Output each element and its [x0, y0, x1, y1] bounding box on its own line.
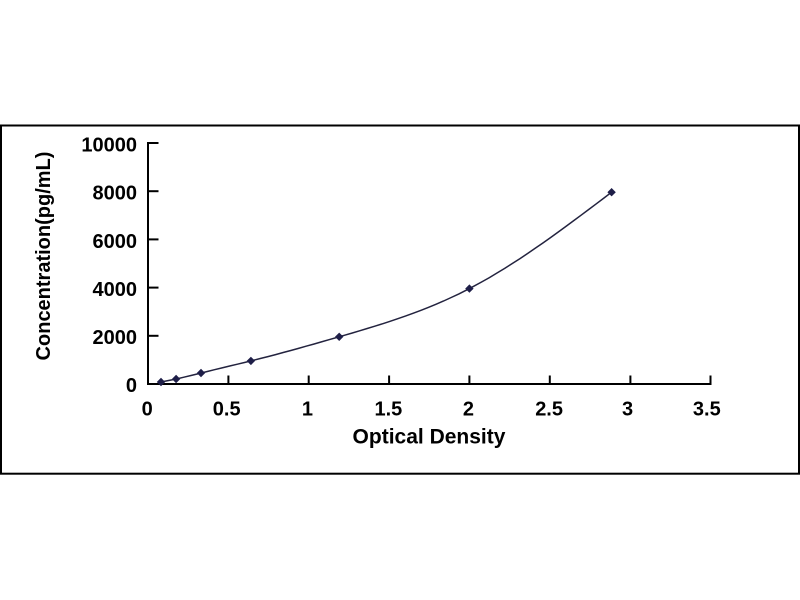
svg-text:Concentration(pg/mL): Concentration(pg/mL) — [33, 152, 55, 361]
svg-text:0.5: 0.5 — [213, 398, 241, 420]
svg-text:1: 1 — [302, 398, 313, 420]
svg-text:Optical Density: Optical Density — [353, 426, 506, 449]
svg-text:0: 0 — [126, 375, 137, 397]
svg-text:3: 3 — [622, 398, 633, 420]
svg-text:8000: 8000 — [93, 183, 138, 205]
svg-text:2: 2 — [463, 398, 474, 420]
svg-text:0: 0 — [142, 398, 153, 420]
svg-text:10000: 10000 — [81, 134, 137, 156]
svg-text:3.5: 3.5 — [693, 398, 721, 420]
svg-text:2000: 2000 — [93, 327, 138, 349]
svg-text:6000: 6000 — [93, 231, 138, 253]
svg-text:2.5: 2.5 — [535, 398, 563, 420]
svg-text:4000: 4000 — [93, 279, 138, 301]
svg-text:1.5: 1.5 — [374, 398, 402, 420]
